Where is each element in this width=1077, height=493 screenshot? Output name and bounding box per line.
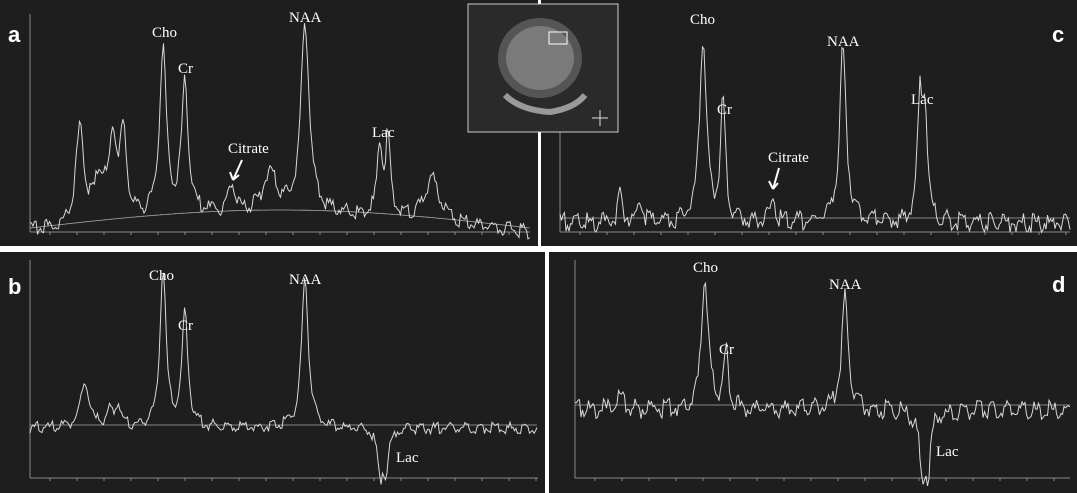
panel-c-bg	[541, 0, 1077, 246]
peak-label: Cho	[149, 268, 174, 284]
panel-letter: c	[1052, 22, 1064, 47]
mri-inset	[468, 4, 618, 132]
peak-label: Cr	[178, 318, 193, 334]
peak-label: Lac	[936, 444, 959, 460]
peak-label: Citrate	[768, 150, 809, 166]
panel-letter: a	[8, 22, 21, 47]
peak-label: Cr	[719, 342, 734, 358]
peak-label: Citrate	[228, 141, 269, 157]
panel-letter: b	[8, 274, 21, 299]
peak-label: Lac	[396, 450, 419, 466]
peak-label: NAA	[829, 277, 862, 293]
peak-label: Lac	[911, 92, 934, 108]
peak-label: Lac	[372, 125, 395, 141]
peak-label: Cho	[152, 25, 177, 41]
peak-label: Cho	[690, 12, 715, 28]
brain	[506, 26, 574, 90]
peak-label: Cr	[178, 61, 193, 77]
peak-label: Cho	[693, 260, 718, 276]
peak-label: NAA	[289, 272, 322, 288]
panel-letter: d	[1052, 272, 1065, 297]
panel-d-bg	[549, 252, 1077, 493]
peak-label: NAA	[827, 34, 860, 50]
panel-b-bg	[0, 252, 545, 493]
peak-label: NAA	[289, 10, 322, 26]
peak-label: Cr	[717, 102, 732, 118]
figure: a Cho Cr Citrate NAA Lac c Cho Cr Citrat…	[0, 0, 1077, 493]
